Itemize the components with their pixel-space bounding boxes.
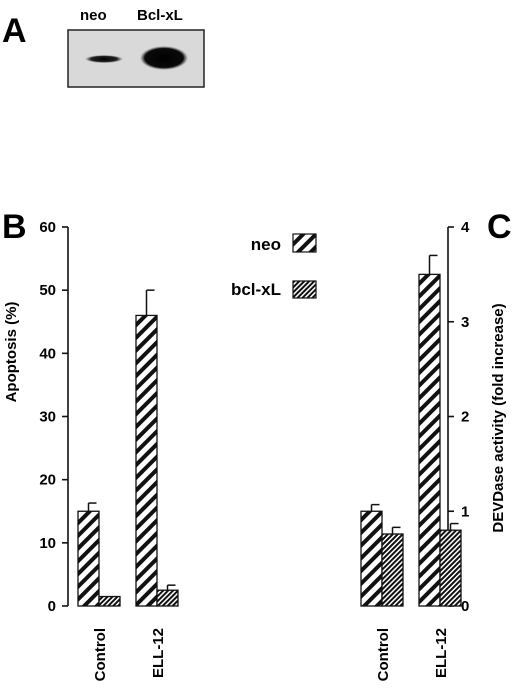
panel-b-letter: B xyxy=(2,208,27,246)
category-label-control: Control xyxy=(92,628,109,681)
category-label-ell-12: ELL-12 xyxy=(150,628,167,678)
legend: neo bcl-xL xyxy=(231,233,317,299)
panel-a-letter: A xyxy=(2,12,27,50)
category-label-ell-12: ELL-12 xyxy=(433,628,450,678)
y-tick-label: 3 xyxy=(461,314,469,331)
y-tick-label: 50 xyxy=(39,282,56,299)
legend-swatch-bclxl xyxy=(292,280,317,299)
y-tick-label: 4 xyxy=(461,219,470,236)
y-tick-label: 40 xyxy=(39,345,56,362)
bar-bclxl-ell-12 xyxy=(156,589,179,607)
y-tick-label: 0 xyxy=(461,598,469,615)
y-tick-label: 10 xyxy=(39,535,56,552)
chart-c-ylabel: DEVDase activity (fold increase) xyxy=(490,303,507,532)
chart-b: B Apoptosis (%) 0 10 20 30 40 50 60 Control ELL-… xyxy=(2,208,179,681)
y-tick-label: 1 xyxy=(461,503,469,520)
legend-swatch-neo xyxy=(292,233,317,253)
y-tick-label: 2 xyxy=(461,409,469,426)
bar-neo-control xyxy=(360,510,383,607)
legend-label-bclxl: bcl-xL xyxy=(231,280,281,299)
lane-label-neo: neo xyxy=(80,7,107,24)
bar-bclxl-ell-12 xyxy=(439,529,462,607)
chart-c: C DEVDase activity (fold increase) 0 1 2 3 4… xyxy=(360,208,512,681)
panel-c-letter: C xyxy=(487,208,512,246)
blot-band-bclxl xyxy=(140,46,188,70)
blot-band-neo xyxy=(85,55,123,63)
y-tick-label: 30 xyxy=(39,409,56,426)
bar-neo-ell-12 xyxy=(418,273,441,607)
chart-b-ylabel: Apoptosis (%) xyxy=(3,302,20,403)
y-tick-label: 60 xyxy=(39,219,56,236)
bar-bclxl-control xyxy=(381,533,404,607)
panel-a: A neo Bcl-xL xyxy=(2,7,205,88)
y-tick-label: 0 xyxy=(48,598,56,615)
y-tick-label: 20 xyxy=(39,472,56,489)
bar-bclxl-control xyxy=(98,595,121,607)
bar-neo-ell-12 xyxy=(135,314,158,607)
lane-label-bclxl: Bcl-xL xyxy=(137,7,183,24)
bar-neo-control xyxy=(77,510,100,607)
category-label-control: Control xyxy=(375,628,392,681)
legend-label-neo: neo xyxy=(251,235,281,254)
